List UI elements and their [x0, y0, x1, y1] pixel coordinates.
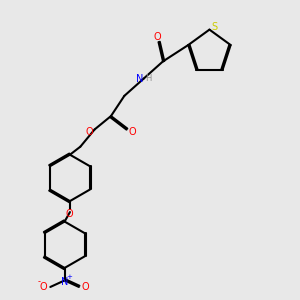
- Text: N: N: [136, 74, 144, 84]
- Text: O: O: [40, 282, 48, 292]
- Text: O: O: [65, 209, 73, 219]
- Text: -: -: [38, 277, 40, 286]
- Text: O: O: [85, 127, 93, 137]
- Text: N: N: [61, 277, 68, 287]
- Text: +: +: [66, 274, 72, 280]
- Text: H: H: [145, 74, 152, 83]
- Text: O: O: [153, 32, 161, 42]
- Text: O: O: [129, 127, 136, 136]
- Text: S: S: [212, 22, 218, 32]
- Text: O: O: [82, 282, 89, 292]
